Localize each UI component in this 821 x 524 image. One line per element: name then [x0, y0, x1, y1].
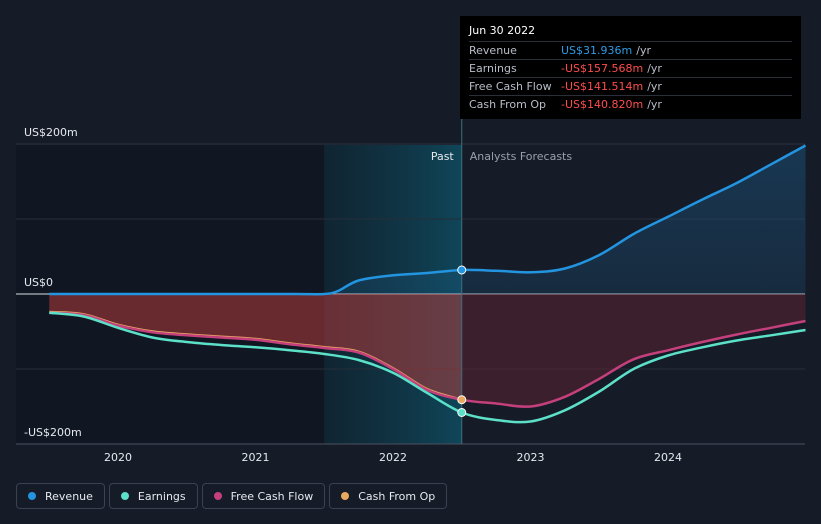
y-tick-label: US$200m	[24, 126, 78, 139]
legend-dot-icon	[213, 492, 222, 500]
tooltip-label: Cash From Op	[469, 98, 547, 111]
tooltip-value: -US$157.568m	[561, 62, 644, 75]
tooltip-label: Earnings	[469, 62, 517, 75]
legend-item-revenue[interactable]: Revenue	[16, 483, 105, 509]
tooltip-unit: /yr	[647, 98, 662, 111]
tooltip-row-revenue: Revenue US$31.936m /yr	[469, 41, 792, 59]
tooltip-row-earnings: Earnings -US$157.568m /yr	[469, 59, 792, 77]
x-tick-label: 2021	[242, 451, 270, 464]
legend-item-earnings[interactable]: Earnings	[108, 483, 198, 509]
series-line-free-cash-flow	[49, 311, 806, 408]
legend-dot-icon	[341, 492, 350, 500]
tooltip: Jun 30 2022 Revenue US$31.936m /yr Earni…	[460, 16, 801, 119]
legend-label: Cash From Op	[358, 489, 436, 503]
tooltip-value: -US$140.820m	[561, 98, 644, 111]
legend-label: Revenue	[45, 489, 93, 503]
tooltip-value: US$31.936m	[561, 44, 633, 57]
x-tick-label: 2020	[104, 451, 132, 464]
series-line-earnings	[49, 311, 806, 424]
x-tick-label: 2023	[517, 451, 545, 464]
series-marker	[457, 265, 467, 275]
tooltip-row-free-cash-flow: Free Cash Flow -US$141.514m /yr	[469, 77, 792, 95]
tooltip-unit: /yr	[647, 62, 662, 75]
legend-label: Earnings	[137, 489, 186, 503]
legend-label: Free Cash Flow	[230, 489, 314, 503]
tooltip-row-cash-from-op: Cash From Op -US$140.820m /yr	[469, 95, 792, 113]
tooltip-date: Jun 30 2022	[469, 24, 536, 37]
tooltip-unit: /yr	[647, 80, 662, 93]
y-tick-label: US$0	[24, 276, 53, 289]
past-label: Past	[431, 150, 455, 163]
revenue-area	[49, 145, 806, 295]
tooltip-label: Free Cash Flow	[469, 80, 552, 93]
loss-area-past	[49, 294, 462, 400]
tooltip-label: Revenue	[469, 44, 517, 57]
tooltip-unit: /yr	[636, 44, 651, 57]
legend-item-cash-from-op[interactable]: Cash From Op	[329, 483, 448, 509]
legend-item-free-cash-flow[interactable]: Free Cash Flow	[201, 483, 326, 509]
x-tick-label: 2022	[379, 451, 407, 464]
loss-area-forecast	[461, 294, 806, 407]
chart-legend: Revenue Earnings Free Cash Flow Cash Fro…	[16, 483, 448, 511]
legend-dot-icon	[28, 492, 36, 500]
tooltip-value: -US$141.514m	[561, 80, 644, 93]
series-marker	[457, 395, 467, 405]
y-tick-label: -US$200m	[24, 426, 82, 439]
series-marker	[457, 408, 467, 417]
x-tick-label: 2024	[654, 451, 682, 464]
legend-dot-icon	[120, 492, 129, 500]
forecast-label: Analysts Forecasts	[470, 150, 573, 163]
